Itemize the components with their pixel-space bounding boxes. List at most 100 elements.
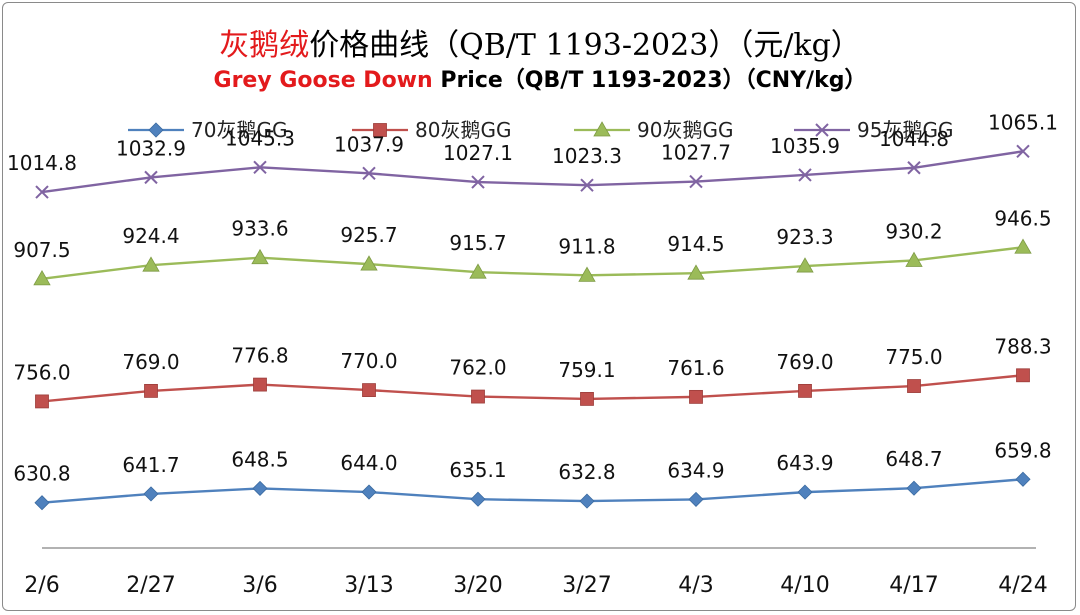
data-point (253, 160, 267, 175)
data-point (578, 266, 596, 282)
data-point (579, 493, 595, 509)
data-point (907, 161, 921, 175)
data-label: 648.5 (231, 447, 288, 471)
data-point (34, 495, 50, 511)
data-label: 911.8 (558, 234, 615, 258)
data-label: 933.6 (231, 217, 288, 241)
data-label: 632.8 (558, 460, 615, 484)
data-point (798, 168, 812, 182)
data-label: 1023.3 (552, 144, 622, 168)
data-point (33, 270, 51, 286)
x-tick-label: 4/17 (889, 573, 938, 598)
data-point (251, 248, 269, 265)
x-tick-label: 3/27 (562, 573, 611, 598)
data-point (471, 175, 485, 189)
legend-label: 95灰鹅GG (857, 118, 953, 142)
x-tick-label: 2/6 (24, 573, 59, 598)
data-label: 635.1 (449, 458, 506, 482)
title-rest-zh: 价格曲线（QB/T 1193-2023）（元/kg） (309, 28, 861, 63)
data-label: 761.6 (667, 356, 724, 380)
legend-item: 80灰鹅GG (352, 118, 511, 142)
data-label: 1027.7 (661, 141, 731, 165)
subtitle-highlight-en: Grey Goose Down (213, 68, 433, 93)
data-point (252, 480, 268, 496)
series-layer: 630.8 641.7 648.5 644.0 635.1 632.8 634.9 643.9… (7, 110, 1058, 511)
data-point (35, 185, 49, 199)
series-line (41, 478, 1024, 504)
series-line (41, 246, 1024, 281)
data-point (470, 491, 486, 507)
data-point (1016, 144, 1030, 159)
data-point (580, 178, 594, 192)
data-point (688, 491, 704, 507)
data-point (1014, 238, 1032, 254)
data-label: 759.1 (558, 358, 615, 382)
x-tick-label: 3/6 (242, 573, 277, 598)
data-label: 914.5 (667, 232, 724, 256)
data-label: 775.0 (885, 345, 942, 369)
data-point (360, 255, 378, 271)
data-point (469, 263, 487, 279)
x-tick-label: 4/3 (678, 573, 713, 598)
subtitle-rest-en: Price（QB/T 1193-2023）（CNY/kg） (432, 68, 867, 93)
legend-label: 70灰鹅GG (191, 118, 287, 142)
data-label: 769.0 (776, 350, 833, 374)
data-point (362, 166, 376, 181)
chart-title: 灰鹅绒价格曲线（QB/T 1193-2023）（元/kg） (0, 20, 1080, 64)
data-point (906, 480, 922, 496)
series: 756.0 769.0 776.8 770.0 762.0 759.1 761.6 769.0… (13, 334, 1052, 409)
legend-marker (815, 123, 829, 137)
legend: 70灰鹅GG 80灰鹅GG 90灰鹅GG 95灰鹅GG (128, 118, 953, 142)
data-label: 630.8 (13, 462, 70, 486)
data-point (144, 170, 158, 185)
x-axis-ticks: 2/6 2/27 3/6 3/13 3/20 3/27 4/3 4/10 4/17 4/24 (24, 573, 1047, 598)
x-tick-label: 2/27 (126, 573, 175, 598)
x-tick-label: 3/20 (453, 573, 502, 598)
data-label: 756.0 (13, 360, 70, 384)
series-line (41, 150, 1024, 194)
data-label: 762.0 (449, 356, 506, 380)
legend-marker (148, 122, 164, 138)
data-label: 788.3 (994, 334, 1051, 358)
data-label: 1014.8 (7, 151, 77, 175)
data-label: 923.3 (776, 225, 833, 249)
legend-marker (593, 121, 611, 137)
chart-subtitle: Grey Goose Down Price（QB/T 1193-2023）（CN… (0, 62, 1080, 94)
legend-label: 80灰鹅GG (415, 118, 511, 142)
data-label: 924.4 (122, 224, 179, 248)
data-point (144, 383, 158, 398)
data-label: 776.8 (231, 344, 288, 368)
data-label: 1065.1 (988, 110, 1058, 134)
data-label: 907.5 (13, 238, 70, 262)
legend-item: 95灰鹅GG (794, 118, 953, 142)
x-tick-label: 4/24 (998, 573, 1047, 598)
legend-item: 90灰鹅GG (574, 118, 733, 142)
data-label: 1027.1 (443, 141, 513, 165)
series: 630.8 641.7 648.5 644.0 635.1 632.8 634.9 643.9… (13, 438, 1052, 511)
data-label: 1037.9 (334, 132, 404, 156)
data-label: 915.7 (449, 231, 506, 255)
data-label: 946.5 (994, 206, 1051, 230)
legend-label: 90灰鹅GG (637, 118, 733, 142)
data-point (689, 174, 703, 189)
data-point (580, 392, 594, 406)
data-point (362, 383, 376, 397)
data-label: 770.0 (340, 349, 397, 373)
data-point (907, 379, 921, 393)
data-label: 769.0 (122, 350, 179, 374)
x-tick-label: 4/10 (780, 573, 829, 598)
data-label: 1035.9 (770, 134, 840, 158)
x-tick-label: 3/13 (344, 573, 393, 598)
series-line (41, 374, 1024, 403)
legend-marker (373, 123, 387, 137)
series: 907.5 924.4 933.6 925.7 915.7 911.8 914.5 923.3… (13, 206, 1052, 286)
title-highlight-zh: 灰鹅绒 (219, 28, 310, 63)
data-point (35, 394, 49, 409)
data-label: 644.0 (340, 451, 397, 475)
data-point (797, 484, 813, 500)
data-label: 641.7 (122, 453, 179, 477)
series: 1014.8 1032.9 1045.3 1037.9 1027.1 1023.3 1027… (7, 110, 1058, 199)
data-point (142, 256, 160, 272)
